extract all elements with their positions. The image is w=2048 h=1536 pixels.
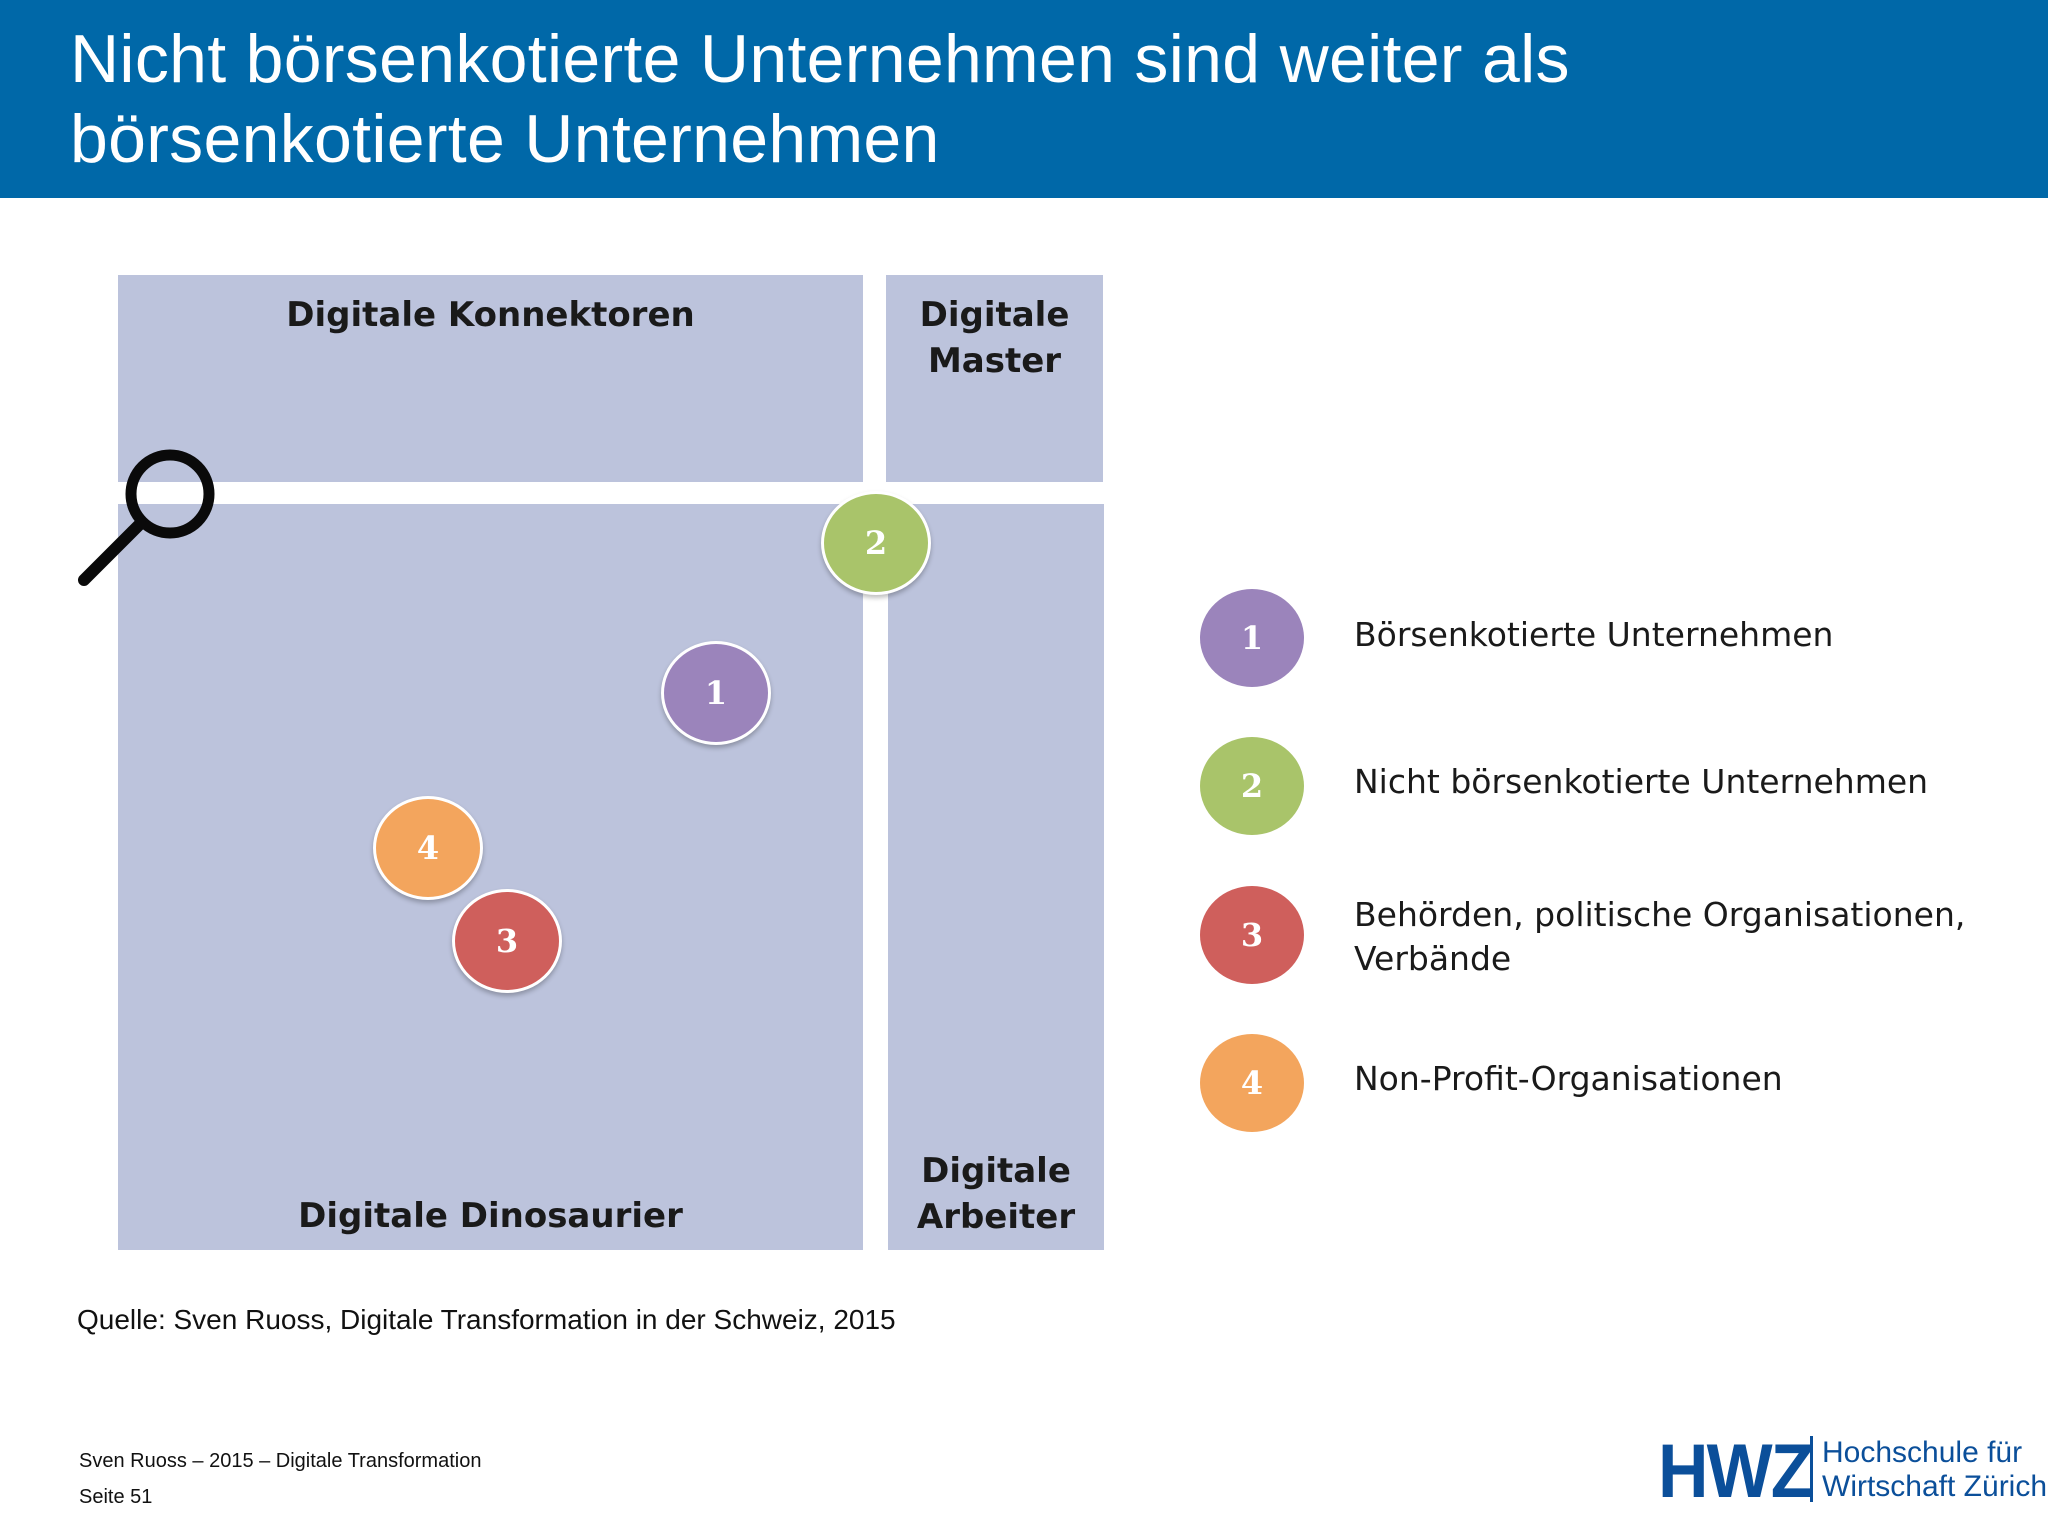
quadrant-digitale-dinosaurier xyxy=(118,504,863,1250)
page-title-line-2: börsenkotierte Unternehmen xyxy=(70,101,940,177)
legend-label-4: Non-Profit-Organisationen xyxy=(1354,1057,1783,1101)
hwz-logo-line-2: Wirtschaft Zürich xyxy=(1822,1470,2048,1503)
legend-label-2-text: Nicht börsenkotierte Unternehmen xyxy=(1354,762,1929,801)
magnifier-icon xyxy=(78,449,215,586)
bubble-4: 4 xyxy=(373,796,483,900)
label-digitale-dinosaurier: Digitale Dinosaurier xyxy=(298,1196,683,1236)
page-title-line-1: Nicht börsenkotierte Unternehmen sind we… xyxy=(70,21,1570,97)
label-digitale-master-line-1: Digitale xyxy=(919,295,1070,335)
label-digitale-arbeiter-line-2: Arbeiter xyxy=(916,1197,1076,1237)
label-digitale-arbeiter: Digitale Arbeiter xyxy=(888,1148,1104,1240)
hwz-logo-divider xyxy=(1810,1436,1813,1502)
bubble-1: 1 xyxy=(661,641,771,745)
legend-dot-2: 2 xyxy=(1200,737,1304,835)
footer-page-number: Seite 51 xyxy=(79,1486,153,1508)
title-banner: Nicht börsenkotierte Unternehmen sind we… xyxy=(0,0,2048,198)
quadrant-digitale-master xyxy=(886,275,1103,482)
legend-dot-1: 1 xyxy=(1200,589,1304,687)
legend-label-4-text: Non-Profit-Organisationen xyxy=(1354,1059,1783,1098)
legend-label-3: Behörden, politische Organisationen, Ver… xyxy=(1354,893,1965,981)
legend-dot-4: 4 xyxy=(1200,1034,1304,1132)
footer-author: Sven Ruoss – 2015 – Digitale Transformat… xyxy=(79,1450,482,1472)
label-digitale-konnektoren: Digitale Konnektoren xyxy=(286,295,695,335)
legend-label-1: Börsenkotierte Unternehmen xyxy=(1354,613,1833,657)
hwz-logo-mark: HWZ xyxy=(1658,1429,1814,1514)
label-digitale-master-line-2: Master xyxy=(927,341,1062,381)
bubble-3: 3 xyxy=(452,889,562,993)
label-digitale-master: Digitale Master xyxy=(886,292,1103,384)
source-citation: Quelle: Sven Ruoss, Digitale Transformat… xyxy=(77,1304,896,1335)
legend-dot-3: 3 xyxy=(1200,886,1304,984)
bubble-2: 2 xyxy=(821,491,931,595)
label-digitale-arbeiter-line-1: Digitale xyxy=(921,1151,1071,1191)
quadrant-digitale-arbeiter xyxy=(888,504,1104,1250)
legend-label-1-text: Börsenkotierte Unternehmen xyxy=(1354,615,1834,654)
legend-label-3-line-1: Behörden, politische Organisationen, xyxy=(1354,895,1966,934)
legend-label-2: Nicht börsenkotierte Unternehmen xyxy=(1354,760,1928,804)
legend-label-3-line-2: Verbände xyxy=(1354,939,1512,978)
quadrant-digitale-konnektoren xyxy=(118,275,863,482)
hwz-logo-line-1: Hochschule für xyxy=(1822,1436,2023,1469)
